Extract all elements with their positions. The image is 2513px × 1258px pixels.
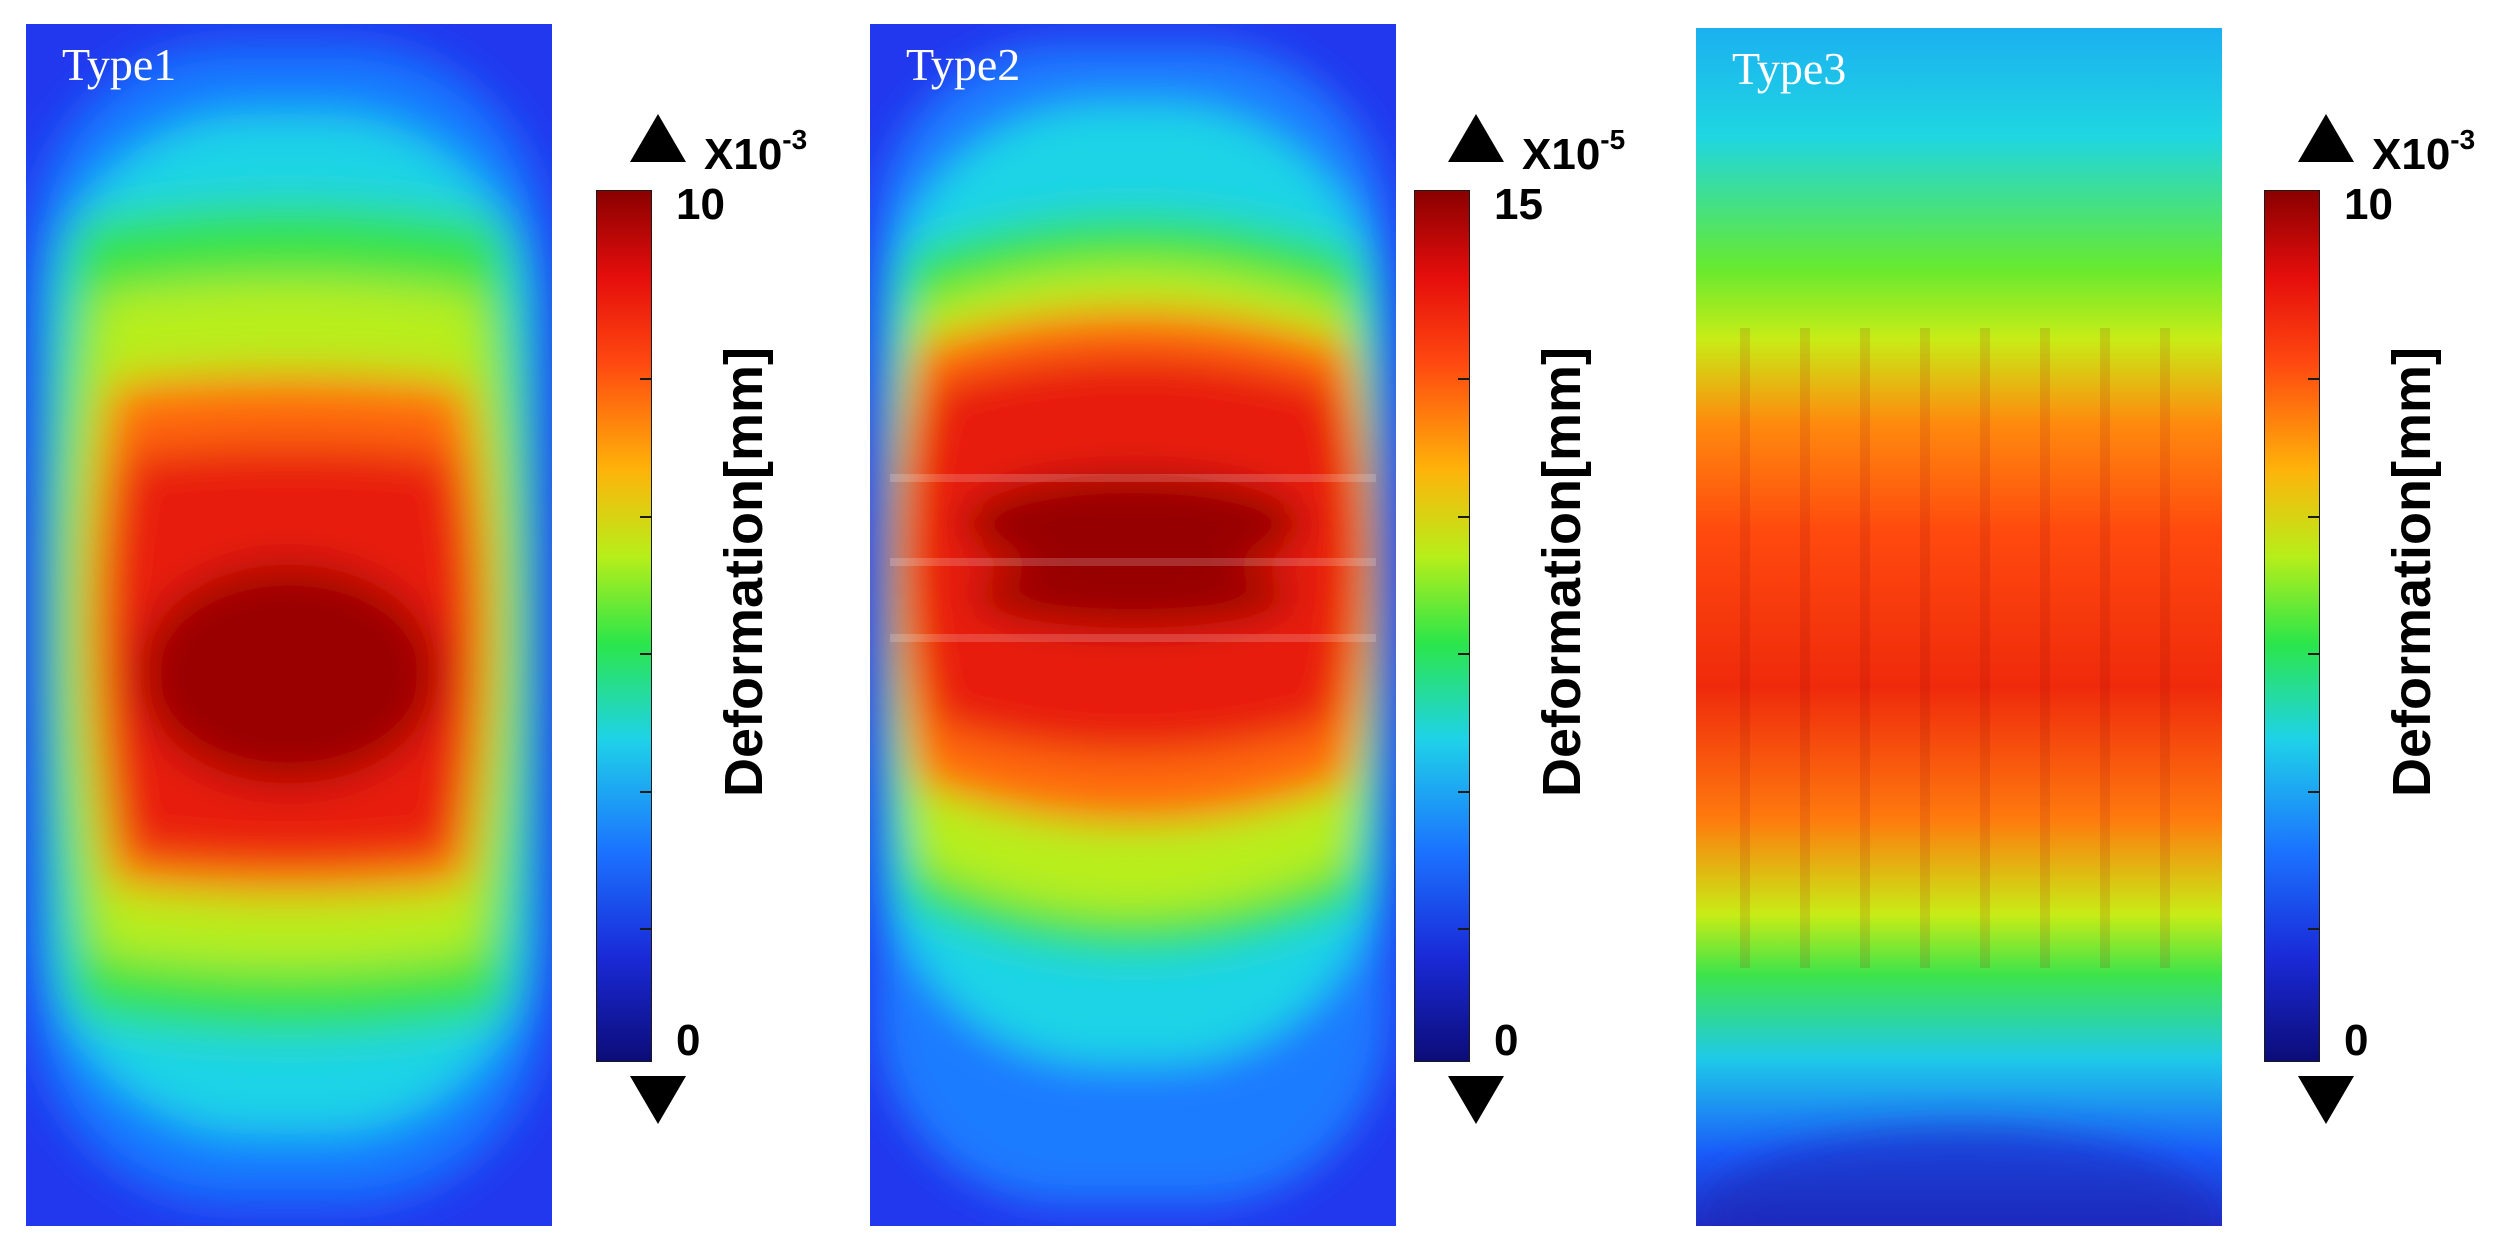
contour-map-type1: Type1 bbox=[26, 24, 552, 1226]
colorbar-multiplier: X10-5 bbox=[1522, 124, 1625, 180]
panel-title-type2: Type2 bbox=[906, 39, 1021, 90]
colorbar-max-arrow-icon bbox=[630, 114, 686, 162]
contour-level-darkred bbox=[139, 564, 439, 784]
colorbar-tick bbox=[2308, 791, 2320, 793]
panel-type1: Type1 X10-3 10 0 Deformation[mm] bbox=[0, 0, 840, 1258]
vertical-striation bbox=[1980, 328, 1990, 968]
colorbar-min-label: 0 bbox=[2344, 1016, 2369, 1065]
colorbar-type1 bbox=[596, 190, 652, 1062]
vertical-striation bbox=[1920, 328, 1930, 968]
colorbar-tick bbox=[640, 516, 652, 518]
colorbar-tick bbox=[2308, 928, 2320, 930]
contour-level-darkblue bbox=[1699, 1128, 2219, 1226]
panel-type2: Type2 X10-5 15 0 Deformation[mm] bbox=[840, 0, 1680, 1258]
colorbar-type2 bbox=[1414, 190, 1470, 1062]
colorbar-multiplier: X10-3 bbox=[2372, 124, 2475, 180]
multiplier-exponent: -5 bbox=[1600, 124, 1626, 155]
colorbar-tick bbox=[2308, 516, 2320, 518]
panel-title-type3: Type3 bbox=[1732, 43, 1847, 94]
colorbar-tick bbox=[640, 791, 652, 793]
contour-plot-type2 bbox=[870, 24, 1396, 1226]
vertical-striation bbox=[1740, 328, 1750, 968]
contour-field bbox=[1696, 28, 2222, 1226]
colorbar-multiplier: X10-3 bbox=[704, 124, 807, 180]
vertical-striation bbox=[1800, 328, 1810, 968]
contour-plot-type1 bbox=[26, 24, 552, 1226]
colorbar-tick bbox=[2308, 653, 2320, 655]
colorbar-min-arrow-icon bbox=[2298, 1076, 2354, 1124]
contour-level-darkred bbox=[963, 474, 1303, 574]
contour-level-darkred bbox=[973, 560, 1293, 628]
colorbar-tick bbox=[1458, 653, 1470, 655]
colorbar-max-arrow-icon bbox=[1448, 114, 1504, 162]
colorbar-min-arrow-icon bbox=[630, 1076, 686, 1124]
colorbar-max-label: 10 bbox=[676, 180, 725, 229]
multiplier-base: X10 bbox=[2372, 130, 2451, 179]
band-stripe bbox=[890, 474, 1376, 482]
multiplier-base: X10 bbox=[704, 130, 783, 179]
colorbar-tick bbox=[640, 653, 652, 655]
panel-type3: Type3 X10-3 10 0 Deformation[mm] bbox=[1680, 0, 2513, 1258]
band-stripe bbox=[890, 634, 1376, 642]
colorbar-type3 bbox=[2264, 190, 2320, 1062]
colorbar-axis-label: Deformation[mm] bbox=[2382, 346, 2442, 797]
panel-title-type1: Type1 bbox=[62, 39, 177, 90]
contour-plot-type3 bbox=[1696, 28, 2222, 1226]
vertical-striation bbox=[1860, 328, 1870, 968]
colorbar-axis-label: Deformation[mm] bbox=[714, 346, 774, 797]
contour-map-type2: Type2 bbox=[870, 24, 1396, 1226]
vertical-striation bbox=[2040, 328, 2050, 968]
colorbar-min-label: 0 bbox=[1494, 1016, 1519, 1065]
colorbar-tick bbox=[1458, 516, 1470, 518]
multiplier-exponent: -3 bbox=[2450, 124, 2476, 155]
multiplier-exponent: -3 bbox=[782, 124, 808, 155]
colorbar-tick bbox=[2308, 378, 2320, 380]
colorbar-axis-label: Deformation[mm] bbox=[1532, 346, 1592, 797]
colorbar-tick bbox=[1458, 791, 1470, 793]
colorbar-tick bbox=[640, 378, 652, 380]
contour-map-type3: Type3 bbox=[1696, 28, 2222, 1226]
multiplier-base: X10 bbox=[1522, 130, 1601, 179]
colorbar-tick bbox=[1458, 928, 1470, 930]
colorbar-min-arrow-icon bbox=[1448, 1076, 1504, 1124]
colorbar-tick bbox=[1458, 378, 1470, 380]
colorbar-tick bbox=[640, 928, 652, 930]
band-stripe bbox=[890, 558, 1376, 566]
vertical-striation bbox=[2160, 328, 2170, 968]
colorbar-max-label: 15 bbox=[1494, 180, 1543, 229]
colorbar-min-label: 0 bbox=[676, 1016, 701, 1065]
vertical-striation bbox=[2100, 328, 2110, 968]
colorbar-max-label: 10 bbox=[2344, 180, 2393, 229]
colorbar-max-arrow-icon bbox=[2298, 114, 2354, 162]
